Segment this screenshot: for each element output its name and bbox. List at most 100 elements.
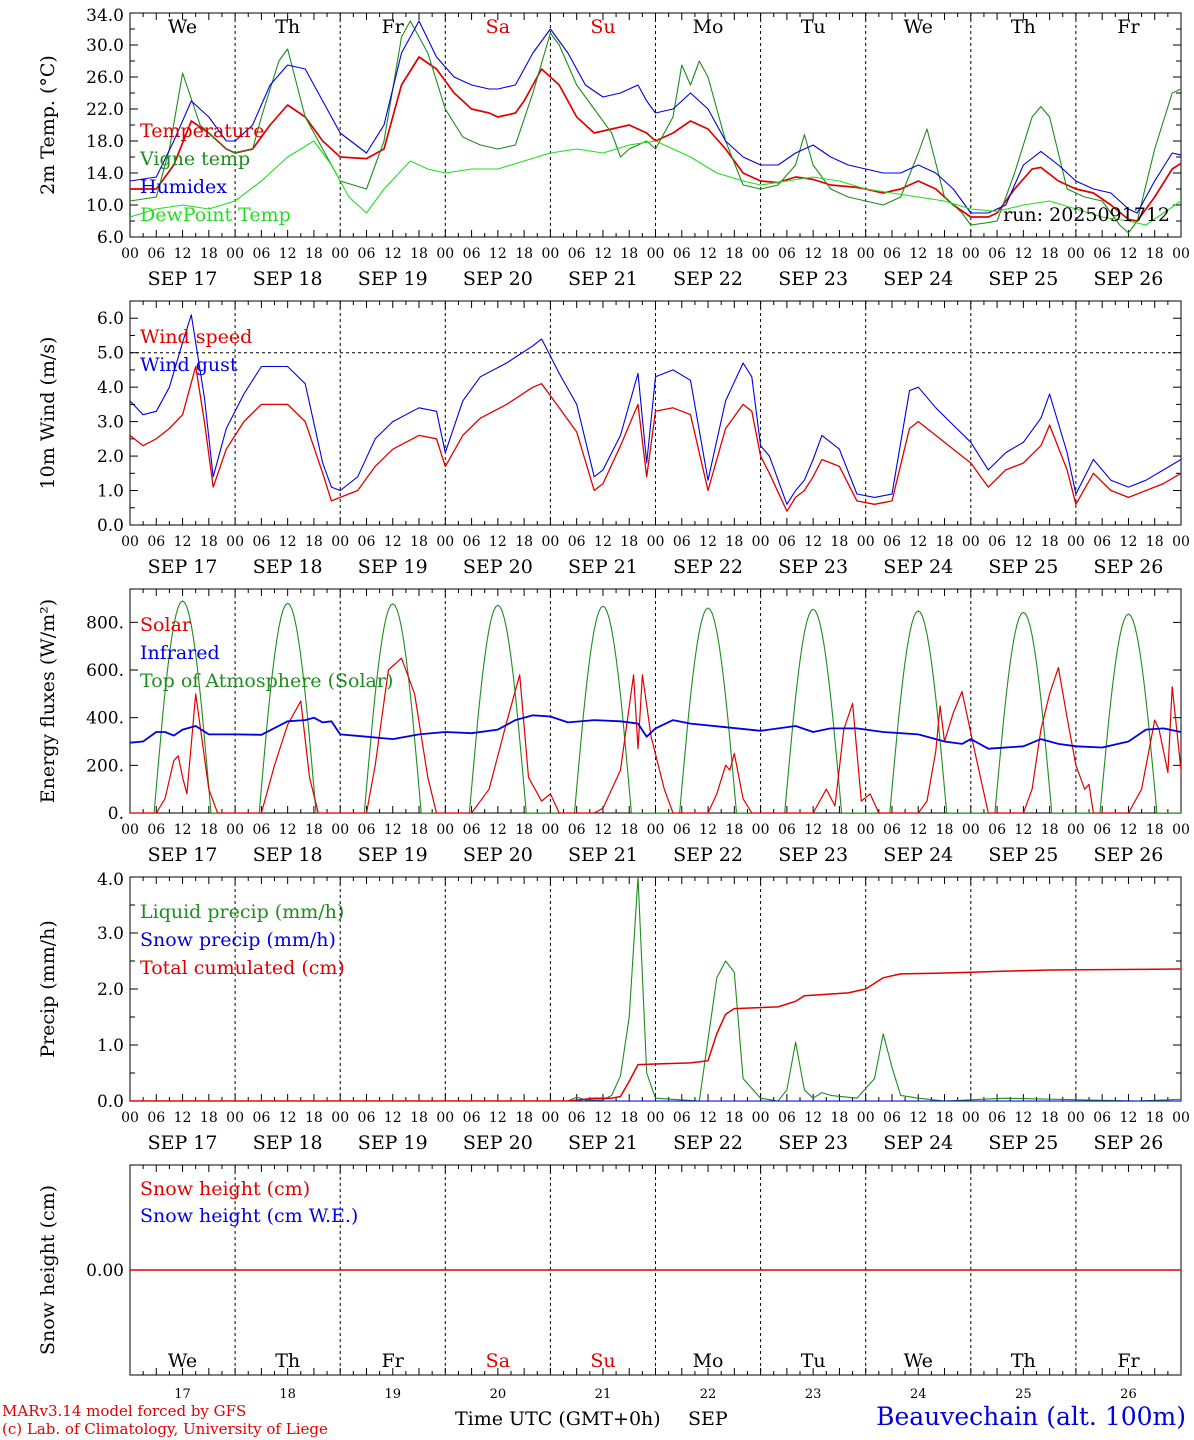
energy-hour-label: 18 (305, 822, 323, 838)
temp-legend-entry: Humidex (140, 176, 227, 198)
temp-weekday-label: Tu (801, 16, 826, 38)
temp-y-tick-label: 34.0 (86, 6, 124, 26)
day-number-label: 24 (910, 1387, 927, 1402)
wind-hour-label: 12 (489, 534, 507, 550)
energy-hour-label: 18 (936, 822, 954, 838)
wind-hour-label: 18 (200, 534, 218, 550)
wind-hour-label: 06 (778, 534, 796, 550)
wind-hour-label: 18 (831, 534, 849, 550)
precip-y-tick-label: 0.0 (97, 1092, 124, 1112)
station-name: Beauvechain (alt. 100m) (876, 1402, 1186, 1431)
temp-date-label: SEP 17 (148, 268, 218, 290)
energy-date-label: SEP 23 (778, 844, 848, 866)
temp-weekday-label: Su (590, 16, 615, 38)
energy-date-label: SEP 26 (1094, 844, 1164, 866)
wind-line (130, 314, 1181, 505)
energy-hour-label: 06 (673, 822, 691, 838)
energy-hour-label: 12 (1014, 822, 1032, 838)
temp-hour-label: 00 (436, 246, 454, 262)
temp-hour-label: 00 (857, 246, 875, 262)
wind-date-label: SEP 23 (778, 556, 848, 578)
energy-hour-label: 06 (988, 822, 1006, 838)
wind-hour-label: 06 (463, 534, 481, 550)
energy-legend-entry: Top of Atmosphere (Solar) (140, 670, 393, 692)
temp-hour-label: 00 (962, 246, 980, 262)
temp-hour-label: 18 (831, 246, 849, 262)
precip-hour-label: 12 (594, 1110, 612, 1126)
temp-hour-label: 00 (647, 246, 665, 262)
precip-hour-label: 18 (1146, 1110, 1164, 1126)
precip-hour-label: 00 (752, 1110, 770, 1126)
snow-weekday-label: Mo (693, 1350, 724, 1372)
wind-hour-label: 18 (305, 534, 323, 550)
wind-hour-label: 18 (936, 534, 954, 550)
precip-hour-label: 12 (489, 1110, 507, 1126)
wind-date-label: SEP 17 (148, 556, 218, 578)
temp-hour-label: 12 (279, 246, 297, 262)
precip-hour-label: 18 (1041, 1110, 1059, 1126)
wind-hour-label: 12 (909, 534, 927, 550)
temp-date-label: SEP 19 (358, 268, 428, 290)
temp-hour-label: 18 (410, 246, 428, 262)
wind-hour-label: 06 (988, 534, 1006, 550)
temp-hour-label: 18 (515, 246, 533, 262)
precip-y-tick-label: 3.0 (97, 924, 124, 944)
energy-hour-label: 12 (804, 822, 822, 838)
temp-series-dewpoint-temp (130, 140, 1181, 226)
wind-hour-label: 00 (857, 534, 875, 550)
wind-hour-label: 00 (121, 534, 139, 550)
day-number-label: 18 (279, 1387, 296, 1402)
wind-hour-label: 12 (384, 534, 402, 550)
precip-series-liquid-precip-mm-h- (130, 877, 1181, 1101)
temp-y-tick-label: 30.0 (86, 36, 124, 56)
precip-hour-label: 12 (384, 1110, 402, 1126)
energy-line (130, 657, 1181, 813)
energy-hour-label: 06 (568, 822, 586, 838)
precip-date-label: SEP 23 (778, 1132, 848, 1154)
temp-hour-label: 06 (988, 246, 1006, 262)
precip-date-label: SEP 18 (253, 1132, 323, 1154)
temp-y-tick-label: 6.0 (97, 228, 124, 248)
day-number-label: 23 (805, 1387, 822, 1402)
temp-hour-label: 18 (725, 246, 743, 262)
wind-hour-label: 00 (331, 534, 349, 550)
energy-y-tick-label: 200. (86, 756, 124, 776)
energy-hour-label: 00 (1172, 822, 1190, 838)
precip-hour-label: 12 (699, 1110, 717, 1126)
temp-y-tick-label: 22.0 (86, 100, 124, 120)
temp-legend-entry: DewPoint Temp (140, 204, 291, 226)
wind-hour-label: 18 (725, 534, 743, 550)
temp-hour-label: 18 (200, 246, 218, 262)
precip-hour-label: 00 (1172, 1110, 1190, 1126)
energy-hour-label: 06 (883, 822, 901, 838)
temp-y-tick-label: 26.0 (86, 68, 124, 88)
wind-hour-label: 00 (1067, 534, 1085, 550)
precip-hour-label: 00 (857, 1110, 875, 1126)
temp-series-temperature (130, 56, 1181, 222)
energy-hour-label: 12 (909, 822, 927, 838)
wind-series-wind-speed (130, 365, 1181, 512)
day-number-label: 17 (174, 1387, 191, 1402)
temp-hour-label: 06 (252, 246, 270, 262)
precip-date-label: SEP 19 (358, 1132, 428, 1154)
wind-date-label: SEP 26 (1094, 556, 1164, 578)
precip-hour-label: 18 (410, 1110, 428, 1126)
energy-date-label: SEP 17 (148, 844, 218, 866)
energy-hour-label: 00 (1067, 822, 1085, 838)
precip-hour-label: 18 (515, 1110, 533, 1126)
precip-hour-label: 18 (200, 1110, 218, 1126)
day-number-label: 21 (595, 1387, 612, 1402)
temp-hour-label: 18 (936, 246, 954, 262)
temp-weekday-label: Fr (382, 16, 405, 38)
precip-hour-label: 18 (936, 1110, 954, 1126)
snow-legend-entry: Snow height (cm W.E.) (140, 1205, 358, 1227)
energy-hour-label: 00 (647, 822, 665, 838)
energy-hour-label: 18 (1041, 822, 1059, 838)
temp-hour-label: 00 (752, 246, 770, 262)
wind-legend-entry: Wind speed (140, 326, 252, 348)
temp-hour-label: 12 (1014, 246, 1032, 262)
energy-hour-label: 06 (147, 822, 165, 838)
temp-date-label: SEP 18 (253, 268, 323, 290)
model-credit: MARv3.14 model forced by GFS (2, 1402, 247, 1420)
